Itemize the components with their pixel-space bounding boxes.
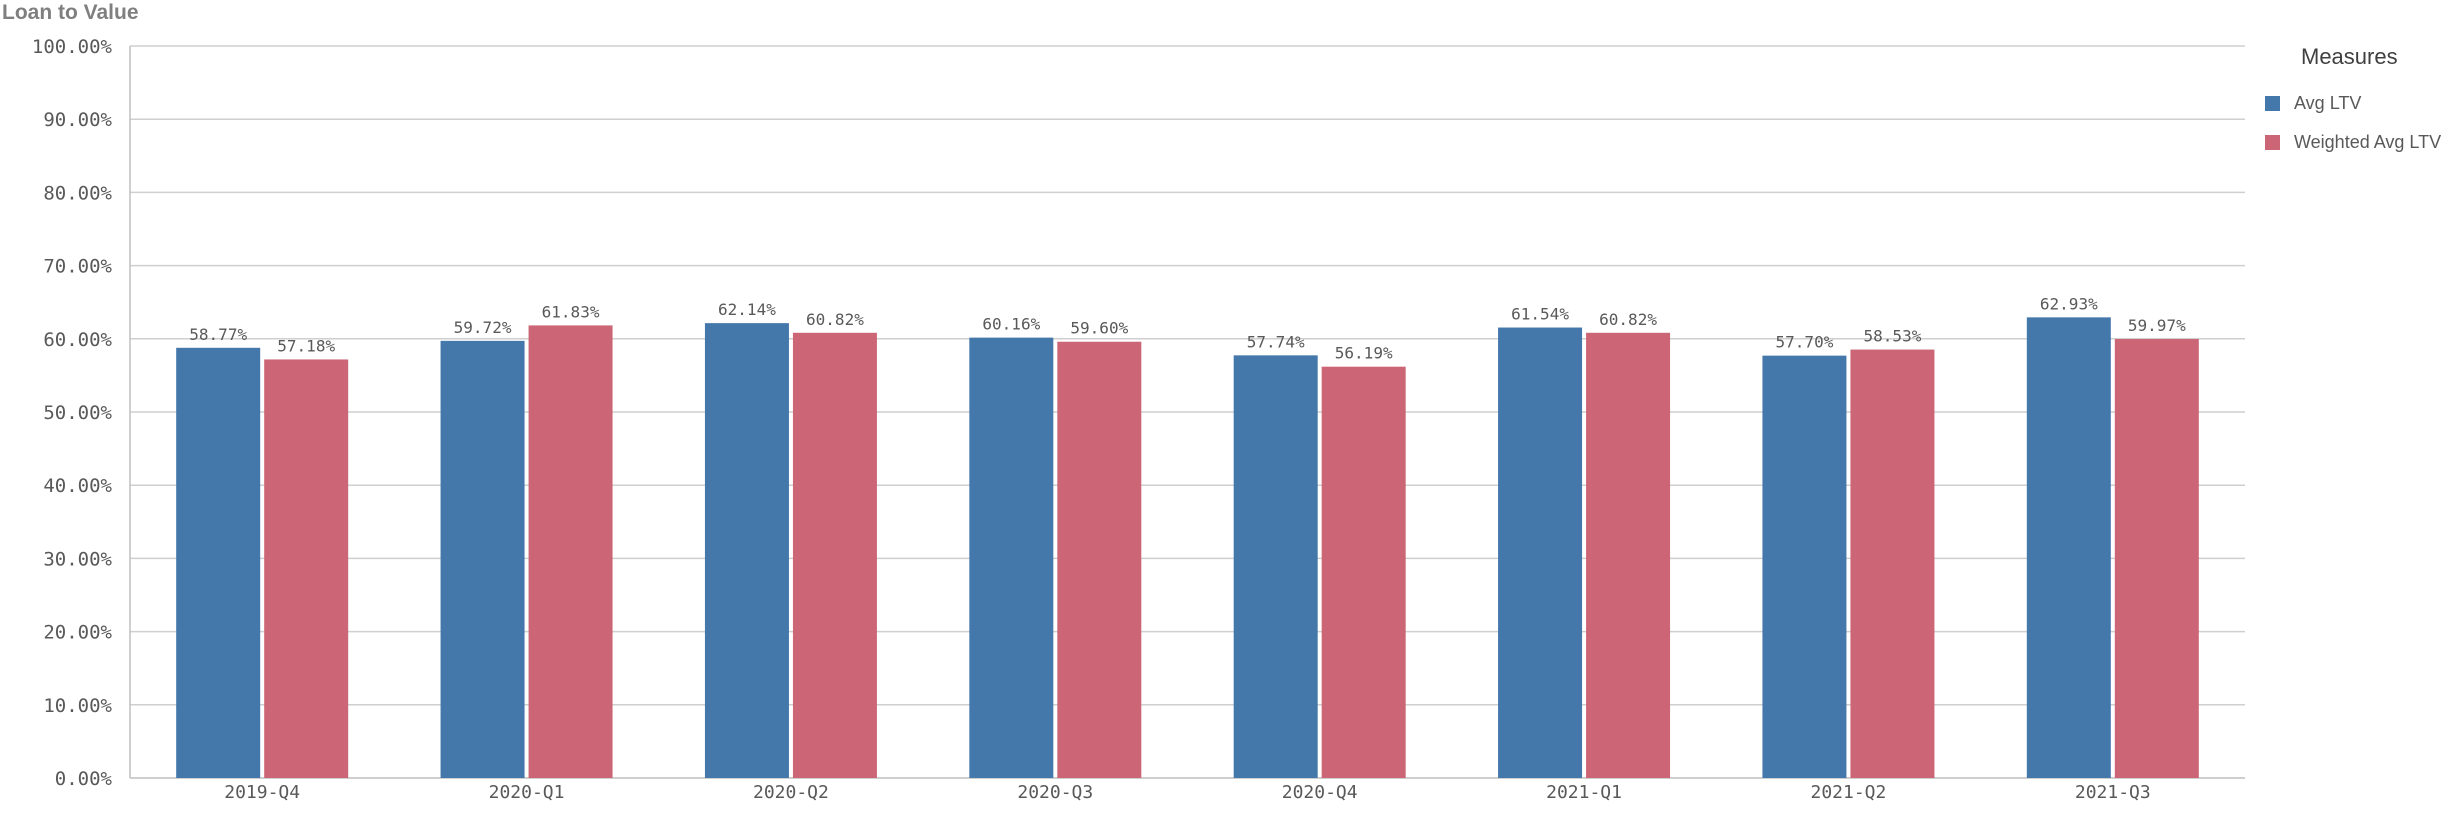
data-label: 57.70% [1776, 333, 1834, 352]
data-label: 58.77% [189, 325, 247, 344]
bar [704, 323, 789, 778]
data-label: 58.53% [1864, 327, 1922, 346]
x-tick-label: 2020-Q4 [1282, 782, 1358, 803]
data-label: 56.19% [1335, 344, 1393, 363]
y-tick-label: 90.00% [43, 109, 112, 131]
y-tick-label: 80.00% [43, 182, 112, 204]
legend-swatch [2265, 96, 2280, 111]
data-label: 57.18% [277, 336, 335, 355]
chart-title: Loan to Value [2, 1, 139, 24]
y-tick-label: 60.00% [43, 329, 112, 351]
y-tick-label: 0.00% [55, 768, 113, 790]
x-tick-label: 2021-Q3 [2075, 782, 2151, 803]
bar [792, 332, 877, 778]
data-label: 61.54% [1511, 305, 1569, 324]
data-label: 57.74% [1247, 332, 1305, 351]
x-tick-label: 2019-Q4 [224, 782, 300, 803]
y-tick-label: 70.00% [43, 256, 112, 278]
legend-label: Weighted Avg LTV [2294, 132, 2442, 152]
data-label: 61.83% [542, 302, 600, 321]
data-label: 59.97% [2128, 316, 2186, 335]
bar [2114, 339, 2199, 778]
bar [264, 359, 349, 778]
x-tick-label: 2021-Q2 [1811, 782, 1887, 803]
bar [2026, 317, 2111, 778]
data-label: 62.14% [718, 300, 776, 319]
bar [1850, 349, 1935, 778]
bar [969, 337, 1054, 778]
y-tick-label: 30.00% [43, 548, 112, 570]
x-tick-label: 2020-Q3 [1017, 782, 1093, 803]
legend-swatch [2265, 135, 2280, 150]
data-label: 60.82% [806, 310, 864, 329]
y-tick-label: 50.00% [43, 402, 112, 424]
bar [1321, 366, 1406, 778]
data-label: 60.82% [1599, 310, 1657, 329]
bar [1057, 341, 1142, 778]
data-label: 59.60% [1070, 319, 1128, 338]
data-label: 60.16% [982, 315, 1040, 334]
x-tick-label: 2020-Q2 [753, 782, 829, 803]
bar [440, 340, 525, 778]
data-label: 62.93% [2040, 294, 2098, 313]
legend-item-avg-ltv[interactable]: Avg LTV [2255, 84, 2460, 123]
y-tick-label: 40.00% [43, 475, 112, 497]
x-tick-label: 2020-Q1 [489, 782, 565, 803]
data-label: 59.72% [454, 318, 512, 337]
y-tick-label: 20.00% [43, 622, 112, 644]
legend[interactable]: Measures Avg LTV Weighted Avg LTV [2255, 44, 2460, 162]
bar [1762, 355, 1847, 778]
legend-label: Avg LTV [2294, 93, 2362, 113]
y-tick-label: 10.00% [43, 695, 112, 717]
legend-item-weighted-avg-ltv[interactable]: Weighted Avg LTV [2255, 123, 2460, 162]
x-tick-label: 2021-Q1 [1546, 782, 1622, 803]
bar [1586, 332, 1671, 778]
bar [176, 347, 261, 778]
bar [528, 325, 613, 778]
legend-title: Measures [2301, 44, 2398, 69]
y-tick-label: 100.00% [32, 36, 113, 58]
bar [1233, 355, 1318, 778]
bar [1498, 327, 1583, 778]
